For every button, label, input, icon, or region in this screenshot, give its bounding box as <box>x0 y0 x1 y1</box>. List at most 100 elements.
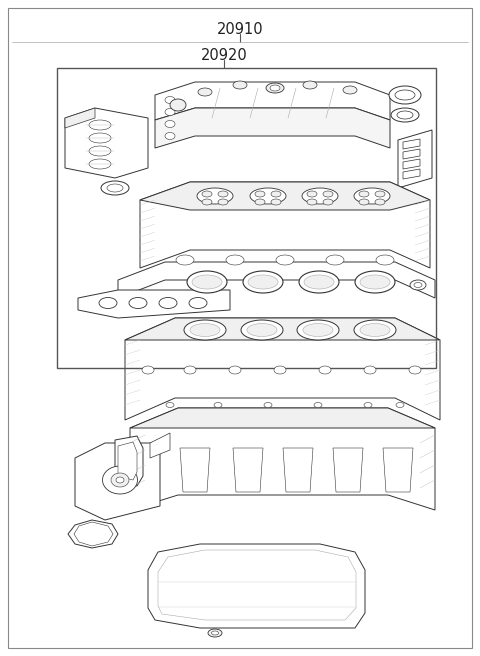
Ellipse shape <box>101 181 129 195</box>
Ellipse shape <box>103 466 137 494</box>
Polygon shape <box>158 550 356 620</box>
Ellipse shape <box>304 275 334 289</box>
Ellipse shape <box>89 159 111 169</box>
Ellipse shape <box>89 133 111 143</box>
Ellipse shape <box>276 255 294 265</box>
Ellipse shape <box>187 271 227 293</box>
Ellipse shape <box>218 199 228 205</box>
Ellipse shape <box>364 403 372 407</box>
Ellipse shape <box>166 403 174 407</box>
Ellipse shape <box>297 320 339 340</box>
Ellipse shape <box>165 121 175 127</box>
Ellipse shape <box>129 298 147 308</box>
Ellipse shape <box>354 188 390 204</box>
Ellipse shape <box>376 255 394 265</box>
Polygon shape <box>398 130 432 188</box>
Ellipse shape <box>396 403 404 407</box>
Polygon shape <box>125 318 440 420</box>
Ellipse shape <box>250 188 286 204</box>
Ellipse shape <box>326 255 344 265</box>
Ellipse shape <box>116 477 124 483</box>
Ellipse shape <box>359 191 369 197</box>
Polygon shape <box>125 318 440 340</box>
Ellipse shape <box>111 473 129 487</box>
Ellipse shape <box>184 320 226 340</box>
Polygon shape <box>74 522 113 546</box>
Ellipse shape <box>359 199 369 205</box>
Ellipse shape <box>255 199 265 205</box>
Polygon shape <box>65 108 148 178</box>
Ellipse shape <box>343 86 357 94</box>
Ellipse shape <box>190 323 220 337</box>
Ellipse shape <box>355 271 395 293</box>
Polygon shape <box>333 448 363 492</box>
Ellipse shape <box>319 366 331 374</box>
Polygon shape <box>155 108 390 148</box>
Polygon shape <box>403 159 420 169</box>
Ellipse shape <box>255 191 265 197</box>
Ellipse shape <box>303 81 317 89</box>
Ellipse shape <box>218 191 228 197</box>
Polygon shape <box>283 448 313 492</box>
Polygon shape <box>403 149 420 159</box>
Polygon shape <box>383 448 413 492</box>
Ellipse shape <box>354 320 396 340</box>
Polygon shape <box>140 182 430 210</box>
Polygon shape <box>68 520 118 548</box>
Ellipse shape <box>142 366 154 374</box>
Polygon shape <box>150 433 170 458</box>
Polygon shape <box>130 408 435 510</box>
Ellipse shape <box>226 255 244 265</box>
Ellipse shape <box>274 366 286 374</box>
Polygon shape <box>403 169 420 179</box>
Ellipse shape <box>375 199 385 205</box>
Ellipse shape <box>247 323 277 337</box>
Ellipse shape <box>270 85 280 91</box>
Ellipse shape <box>410 280 426 290</box>
Ellipse shape <box>307 191 317 197</box>
Polygon shape <box>118 442 137 480</box>
Ellipse shape <box>375 191 385 197</box>
Ellipse shape <box>99 298 117 308</box>
Ellipse shape <box>303 323 333 337</box>
Ellipse shape <box>159 298 177 308</box>
Ellipse shape <box>184 366 196 374</box>
Ellipse shape <box>214 403 222 407</box>
Ellipse shape <box>243 271 283 293</box>
Ellipse shape <box>391 108 419 122</box>
Polygon shape <box>65 108 95 128</box>
Ellipse shape <box>409 366 421 374</box>
Ellipse shape <box>197 188 233 204</box>
Polygon shape <box>233 448 263 492</box>
Ellipse shape <box>202 199 212 205</box>
Ellipse shape <box>229 366 241 374</box>
Bar <box>57 68 436 368</box>
Ellipse shape <box>323 191 333 197</box>
Ellipse shape <box>212 631 218 635</box>
Polygon shape <box>155 82 390 120</box>
Ellipse shape <box>395 90 415 100</box>
Ellipse shape <box>165 108 175 115</box>
Polygon shape <box>118 262 435 298</box>
Ellipse shape <box>364 366 376 374</box>
Ellipse shape <box>323 199 333 205</box>
Ellipse shape <box>271 199 281 205</box>
Ellipse shape <box>170 99 186 111</box>
Ellipse shape <box>397 111 413 119</box>
Polygon shape <box>403 139 420 149</box>
Ellipse shape <box>248 275 278 289</box>
Ellipse shape <box>89 146 111 156</box>
Polygon shape <box>148 544 365 628</box>
Ellipse shape <box>202 191 212 197</box>
Ellipse shape <box>414 283 422 287</box>
Polygon shape <box>115 436 143 486</box>
Ellipse shape <box>314 403 322 407</box>
Text: 20910: 20910 <box>216 22 264 37</box>
Ellipse shape <box>107 184 123 192</box>
Polygon shape <box>130 408 435 428</box>
Ellipse shape <box>266 83 284 93</box>
Polygon shape <box>75 443 160 520</box>
Ellipse shape <box>233 81 247 89</box>
Ellipse shape <box>299 271 339 293</box>
Ellipse shape <box>192 275 222 289</box>
